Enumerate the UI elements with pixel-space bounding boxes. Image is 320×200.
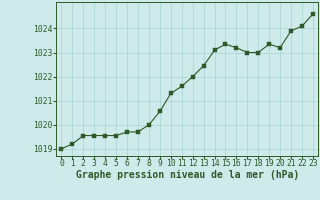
X-axis label: Graphe pression niveau de la mer (hPa): Graphe pression niveau de la mer (hPa) [76, 170, 299, 180]
